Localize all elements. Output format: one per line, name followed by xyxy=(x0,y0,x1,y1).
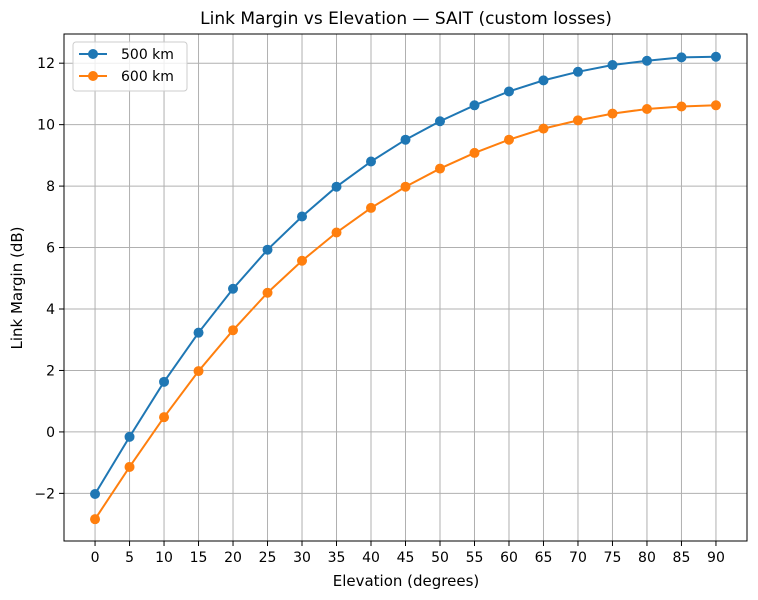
data-point xyxy=(538,75,549,86)
data-point xyxy=(124,431,135,442)
x-tick-label: 85 xyxy=(673,550,691,566)
x-tick-label: 35 xyxy=(328,550,346,566)
y-tick-label: 2 xyxy=(46,363,55,379)
series-1 xyxy=(90,100,721,525)
data-point xyxy=(641,103,652,114)
data-point xyxy=(331,227,342,238)
x-tick-label: 90 xyxy=(707,550,725,566)
data-point xyxy=(297,211,308,222)
x-axis-label: Elevation (degrees) xyxy=(333,572,480,590)
data-point xyxy=(503,134,514,145)
legend-marker xyxy=(88,71,98,81)
x-tick-label: 75 xyxy=(604,550,622,566)
x-tick-label: 20 xyxy=(224,550,242,566)
data-point xyxy=(193,366,204,377)
data-point xyxy=(366,156,377,167)
data-point xyxy=(607,60,618,71)
x-tick-label: 65 xyxy=(535,550,553,566)
y-tick-label: 0 xyxy=(46,425,55,441)
data-point xyxy=(400,134,411,145)
data-point xyxy=(710,51,721,62)
x-tick-label: 55 xyxy=(466,550,484,566)
x-tick-label: 15 xyxy=(190,550,208,566)
data-point xyxy=(124,461,135,472)
data-point xyxy=(676,52,687,63)
data-point xyxy=(503,86,514,97)
data-point xyxy=(193,327,204,338)
y-tick-label: 12 xyxy=(37,56,55,72)
x-axis-ticks: 0 5 10 15 20 25 30 35 40 45 50 55 60 65 70 75 80 85 90 xyxy=(91,541,725,566)
legend-entry: 500 km xyxy=(79,47,174,63)
x-tick-label: 30 xyxy=(293,550,311,566)
data-point xyxy=(159,412,170,423)
x-tick-label: 45 xyxy=(397,550,415,566)
x-tick-label: 80 xyxy=(638,550,656,566)
data-point xyxy=(262,287,273,298)
data-point xyxy=(90,514,101,525)
data-point xyxy=(572,115,583,126)
legend-entry: 600 km xyxy=(79,69,174,85)
data-point xyxy=(400,181,411,192)
series-layer xyxy=(90,51,721,525)
x-tick-label: 0 xyxy=(91,550,100,566)
legend-label: 600 km xyxy=(121,69,174,85)
data-point xyxy=(159,376,170,387)
data-point xyxy=(262,244,273,255)
data-point xyxy=(228,325,239,336)
x-tick-label: 60 xyxy=(500,550,518,566)
x-tick-label: 50 xyxy=(431,550,449,566)
data-point xyxy=(607,108,618,119)
data-point xyxy=(331,181,342,192)
x-tick-label: 25 xyxy=(259,550,277,566)
series-0 xyxy=(90,51,721,499)
data-point xyxy=(366,202,377,213)
y-tick-label: 6 xyxy=(46,241,55,257)
legend: 500 km 600 km xyxy=(72,41,188,92)
data-point xyxy=(434,116,445,127)
chart-title: Link Margin vs Elevation — SAIT (custom … xyxy=(200,9,612,29)
data-point xyxy=(676,101,687,112)
data-point xyxy=(90,488,101,499)
data-point xyxy=(297,255,308,266)
x-tick-label: 70 xyxy=(569,550,587,566)
y-axis-ticks: −2 0 2 4 6 8 10 12 xyxy=(34,56,64,502)
data-point xyxy=(538,123,549,134)
x-tick-label: 40 xyxy=(362,550,380,566)
legend-label: 500 km xyxy=(121,47,174,63)
x-tick-label: 10 xyxy=(155,550,173,566)
data-point xyxy=(434,163,445,174)
data-point xyxy=(641,55,652,66)
data-point xyxy=(228,283,239,294)
grid xyxy=(64,34,747,541)
data-point xyxy=(469,100,480,111)
data-point xyxy=(572,66,583,77)
y-tick-label: −2 xyxy=(34,486,55,502)
x-tick-label: 5 xyxy=(125,550,134,566)
legend-marker xyxy=(88,49,98,59)
y-axis-label: Link Margin (dB) xyxy=(8,226,26,349)
data-point xyxy=(710,100,721,111)
y-tick-label: 4 xyxy=(46,302,55,318)
data-point xyxy=(469,147,480,158)
y-tick-label: 10 xyxy=(37,118,55,134)
y-tick-label: 8 xyxy=(46,179,55,195)
